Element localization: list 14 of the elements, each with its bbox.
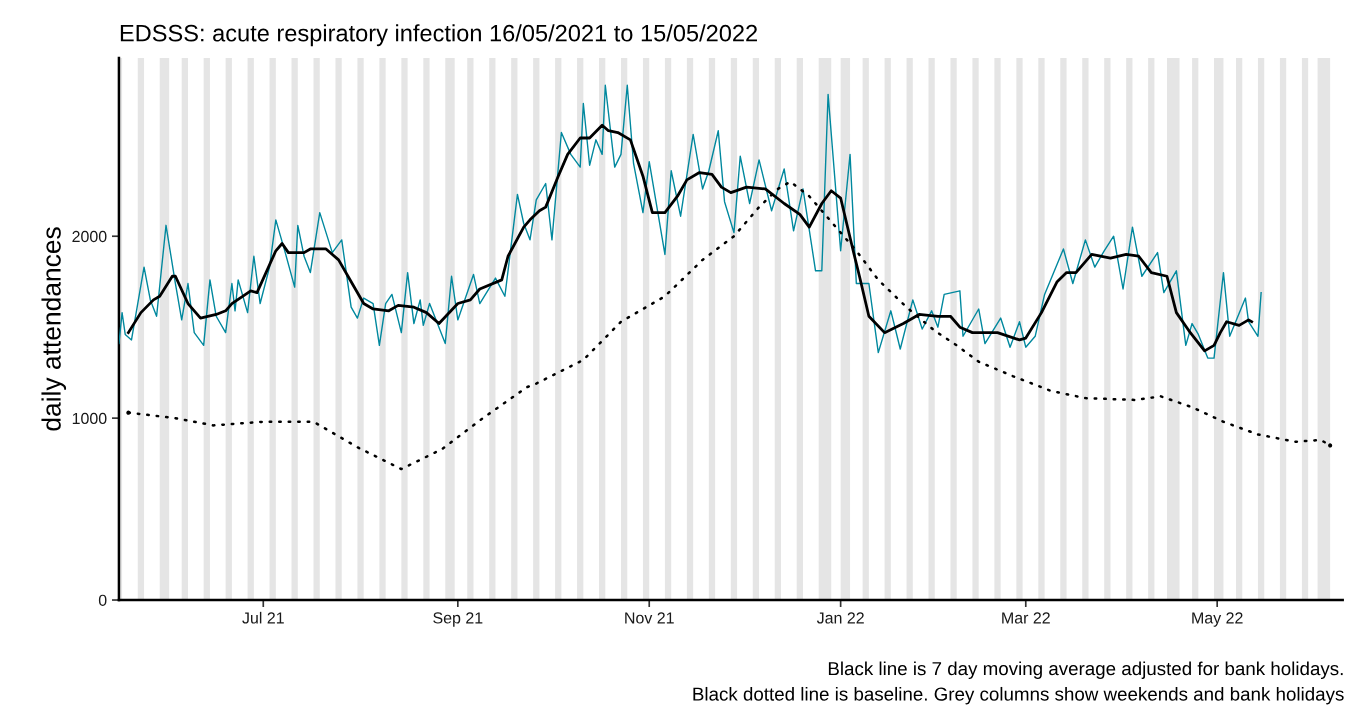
x-tick-label: Mar 22 <box>1002 612 1050 624</box>
x-tick-label: May 22 <box>1192 612 1243 627</box>
y-tick-label: 2000 <box>72 230 107 243</box>
line-series <box>118 84 1262 359</box>
y-axis-title: daily attendances <box>41 227 67 431</box>
text: Black dotted line is baseline. Grey columns show weekends and bank holidays <box>693 686 1344 705</box>
y-tick-label: 1000 <box>72 412 107 425</box>
y-tick-label: 0 <box>98 594 107 606</box>
x-tick-label: Sep 21 <box>433 612 483 627</box>
text: Black line is 7 day moving average adjusted for bank holidays. <box>828 661 1343 679</box>
chart-title: EDSSS: acute respiratory infection 16/05/2021 to 15/05/2022 <box>120 24 757 47</box>
x-tick-label: Jul 21 <box>242 611 284 624</box>
x-tick-label: Jan 22 <box>816 612 864 624</box>
x-tick-label: Nov 21 <box>625 612 674 624</box>
